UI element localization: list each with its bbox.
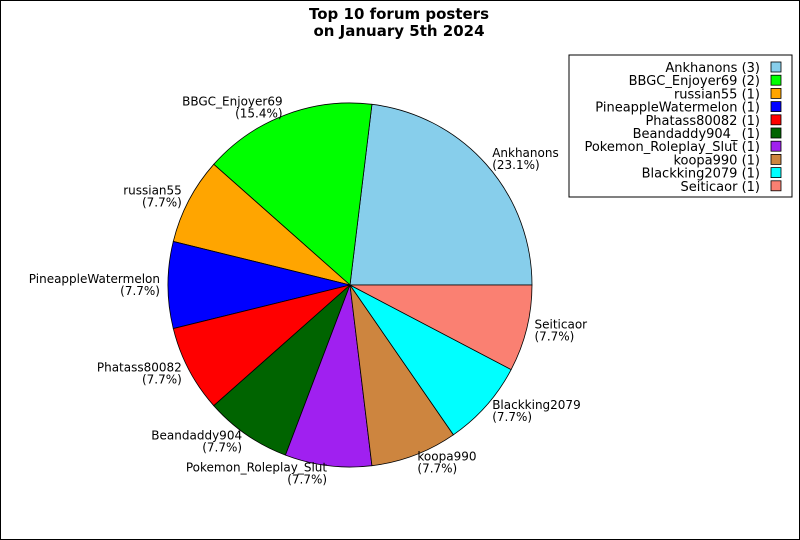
legend-swatch (770, 88, 782, 99)
legend-swatch (770, 74, 782, 86)
legend-swatch (770, 61, 782, 73)
slice-label-percent: (7.7%) (492, 410, 532, 424)
slice-label-percent: (7.7%) (287, 473, 327, 487)
slice-label-name: Pokemon_Roleplay_Slut (186, 461, 328, 475)
legend-entry-label: BBGC_Enjoyer69 (2) (629, 74, 760, 89)
slice-label-percent: (7.7%) (142, 372, 182, 386)
legend-swatch (770, 153, 782, 165)
chart-title-line-1: Top 10 forum posters (309, 5, 489, 23)
legend-swatch (770, 114, 782, 126)
slice-labels: Ankhanons(23.1%) BBGC_Enjoyer69(15.4%) rus… (29, 94, 587, 486)
slice-label-percent: (7.7%) (202, 440, 242, 454)
legend-entry-label: koopa990 (1) (673, 153, 760, 168)
slice-label-percent: (23.1%) (492, 158, 539, 172)
slice-label-name: Blackking2079 (492, 398, 581, 412)
pie-slice-bbgc-enjoyer69 (213, 102, 373, 286)
slice-label-name: koopa990 (417, 450, 476, 464)
pie-slice-ankhanons (349, 103, 533, 286)
slice-label-percent: (7.7%) (120, 284, 160, 298)
slice-label-name: PineappleWatermelon (29, 272, 160, 286)
slice-label-name: Beandaddy904 (151, 428, 242, 442)
pie-slice-seiticaor (349, 284, 533, 371)
slice-label-name: Phatass80082 (97, 360, 182, 374)
slice-label-name: Ankhanons (492, 146, 559, 160)
legend-swatch (770, 140, 782, 152)
legend-entry-label: russian55 (1) (674, 87, 760, 102)
legend-entry-label: Beandaddy904_ (1) (633, 127, 760, 142)
legend-swatch (770, 180, 782, 192)
slice-label-percent: (7.7%) (142, 196, 182, 210)
legend: Ankhanons (3)BBGC_Enjoyer69 (2)russian55… (568, 54, 793, 198)
legend-swatch (770, 127, 782, 139)
legend-box (568, 54, 793, 198)
slice-label-percent: (15.4%) (235, 106, 282, 120)
slice-label-name: Seiticaor (535, 318, 588, 332)
slice-label-name: BBGC_Enjoyer69 (182, 94, 282, 108)
legend-entry-label: Seiticaor (1) (680, 180, 760, 195)
legend-entry-label: Pokemon_Roleplay_Slut (1) (584, 140, 760, 155)
slice-label-percent: (7.7%) (535, 330, 575, 344)
slice-label-name: russian55 (123, 184, 182, 198)
legend-entry-label: Blackking2079 (1) (642, 167, 760, 182)
chart-title-line-2: on January 5th 2024 (313, 22, 484, 40)
legend-entry-label: Phatass80082 (1) (645, 114, 760, 129)
legend-swatch (770, 101, 782, 112)
pie-slices (167, 102, 533, 468)
legend-entry-label: Ankhanons (3) (665, 61, 760, 76)
legend-entry-label: PineappleWatermelon (1) (595, 101, 760, 116)
slice-label-percent: (7.7%) (417, 462, 457, 476)
legend-swatch (770, 167, 782, 179)
